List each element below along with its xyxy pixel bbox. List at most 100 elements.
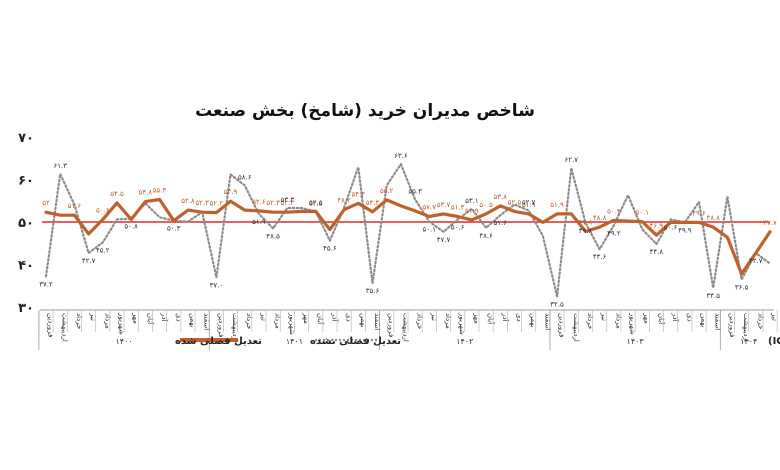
data-label-unadjusted: ۴۷.۷ [437,236,451,244]
data-label-unadjusted: ۶۲.۷ [564,156,578,164]
x-tick-label: مهر [472,312,480,324]
x-tick-label: مرداد [444,313,452,329]
data-label-unadjusted: ۵۰.۳ [167,225,181,233]
x-tick-label: مرداد [103,313,111,329]
y-tick-label: ۳۰ [18,301,34,316]
x-tick-label: آذر [501,312,510,322]
x-tick-label: اردیبهشت [401,313,409,342]
x-tick-label: خرداد [245,313,253,329]
data-label-unadjusted: ۵۳.۱ [465,197,479,205]
data-label-adjusted: ۵۴.۴ [366,199,380,207]
data-label-unadjusted: ۳۴.۵ [706,292,720,300]
data-label-adjusted: ۵۲ [42,199,50,207]
x-tick-label: اسفند [543,313,551,330]
data-label-adjusted: ۵۵.۳ [153,186,167,194]
x-tick-label: تیر [600,312,608,321]
year-label: ۱۴۰۱ [286,337,303,346]
x-tick-label: فروردین [217,313,225,337]
year-label: ۱۴۰۴ [740,337,757,346]
data-label-adjusted: ۵۱.۶ [68,202,82,210]
data-label-unadjusted: ۳۷.۰ [210,281,224,289]
x-tick-label: اردیبهشت [231,313,239,342]
x-tick-label: خرداد [756,313,764,329]
x-tick-label: مرداد [274,313,282,329]
x-tick-label: شهریور [118,312,126,335]
source-note: منبع: اتاق بازرگانی، صنایع، معادن و کشاو… [768,334,780,347]
x-tick-label: آذر [671,312,680,322]
x-tick-label: تیر [89,312,97,321]
x-tick-label: خرداد [75,313,83,329]
y-tick-label: ۶۰ [18,174,34,189]
year-label: ۱۴۰۰ [115,337,132,346]
x-tick-label: بهمن [359,313,367,328]
x-tick-label: اردیبهشت [572,313,580,342]
x-tick-label: دی [174,313,182,322]
data-label-unadjusted: ۵۲.۷ [522,199,536,207]
x-tick-label: آبان [657,313,666,325]
x-tick-label: اسفند [373,313,381,330]
data-label-adjusted: ۵۲.۳ [195,199,209,207]
data-label-adjusted: ۴۷.۸ [579,218,593,226]
data-label-unadjusted: ۴۴.۸ [650,248,664,256]
data-label-adjusted: ۵۲.۳ [266,199,280,207]
data-label-unadjusted: ۴۵.۲ [96,246,110,254]
data-label-adjusted: ۵۳.۷ [437,201,451,209]
x-tick-label: شهریور [629,312,637,335]
series-line-adjusted [44,197,772,276]
data-label-unadjusted: ۳۷.۲ [39,280,53,288]
x-tick-label: دی [345,313,353,322]
data-label-unadjusted: ۳۶.۵ [735,283,749,291]
x-axis: فروردین اردیبهشت خرداد تیر مرداد شهریور مهر آبا… [38,309,779,350]
data-label-adjusted: ۴۸.۸ [706,214,720,222]
data-label-adjusted: ۵۱.۹ [550,201,564,209]
data-label-adjusted: ۵۴.۸ [139,189,153,197]
data-label-adjusted: ۵۲.۲ [210,200,224,208]
x-tick-label: شهریور [458,312,466,335]
y-tick-label: ۵۰ [18,216,34,231]
data-label-unadjusted: ۴۸.۵ [266,232,280,240]
x-tick-label: بهمن [189,313,197,328]
data-label-adjusted: ۵۱.۹ [465,207,479,215]
data-label-unadjusted: ۴۹.۹ [678,226,692,234]
x-tick-label: دی [685,313,693,322]
x-tick-label: مهر [302,312,310,324]
data-label-unadjusted: ۶۳.۶ [394,152,408,160]
x-tick-label: تیر [259,312,267,321]
x-tick-label: مرداد [614,313,622,329]
data-label-unadjusted: ۵۲.۵ [309,199,323,207]
data-label-unadjusted: ۳۲.۵ [550,300,564,308]
data-label-adjusted: ۵۰.۴ [607,207,621,215]
x-tick-label: آبان [146,313,155,325]
x-tick-label: آذر [330,312,339,322]
x-tick-label: فروردین [387,313,395,337]
data-label-adjusted: ۴۸.۸ [593,214,607,222]
data-label-unadjusted: ۵۰.۶ [664,223,678,231]
data-label-unadjusted: ۵۳.۳ [281,196,295,204]
data-label-unadjusted: ۵۰.۶ [451,223,465,231]
x-tick-label: خرداد [416,313,424,329]
x-tick-label: فروردین [47,313,55,337]
x-tick-label: بهمن [700,313,708,328]
data-label-adjusted: ۵۲.۶ [252,198,266,206]
data-label-adjusted: ۵۱.۹ [522,201,536,209]
y-axis-ticks: ۷۰ ۶۰ ۵۰ ۴۰ ۳۰ [18,131,34,316]
data-label-adjusted: ۵۳.۸ [494,193,508,201]
x-tick-label: فروردین [728,313,736,337]
data-label-adjusted: ۴۷.۷ [763,219,777,227]
x-tick-label: تیر [771,312,779,321]
data-label-adjusted: ۴۶.۹ [650,222,664,230]
data-label-adjusted: ۵۲.۵ [309,198,323,206]
x-tick-label: آبان [487,313,496,325]
data-label-unadjusted: ۵۵.۳ [408,187,422,195]
data-label-unadjusted: ۶۱.۳ [53,162,67,170]
x-tick-label: تیر [430,312,438,321]
x-tick-label: مهر [132,312,140,324]
series-line-unadjusted [44,163,772,298]
data-label-adjusted: ۵۰.۶ [96,206,110,214]
year-label: ۱۴۰۳ [627,337,645,346]
data-label-unadjusted: ۵۱.۹ [252,218,266,226]
legend-adjusted-label: تعدیل فصلی شده [175,336,262,347]
x-tick-label: خرداد [586,313,594,329]
y-tick-label: ۴۰ [18,259,34,274]
x-tick-label: اردیبهشت [742,313,750,342]
